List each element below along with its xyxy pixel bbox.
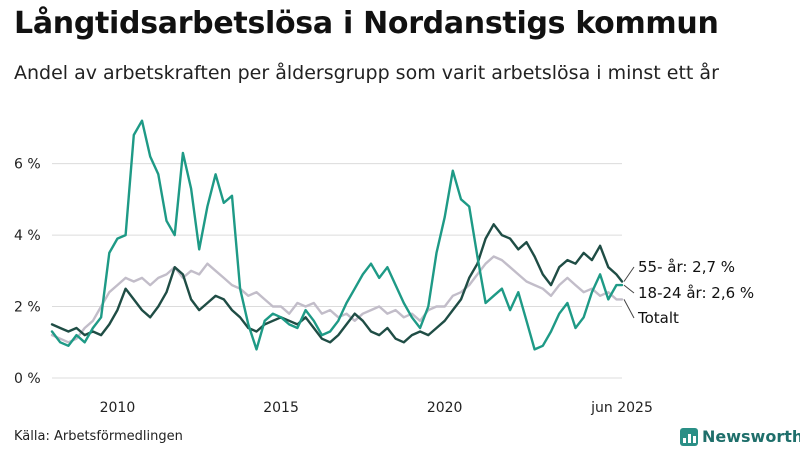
line-chart: 0 % 2 % 4 % 6 % 2010 2015 2020 jun 2025 55- år: …: [14, 119, 754, 416]
series-end-label: Totalt: [637, 309, 679, 327]
source-note: Källa: Arbetsförmedlingen: [14, 429, 183, 444]
chart-subtitle: Andel av arbetskraften per åldersgrupp s…: [14, 62, 719, 84]
x-tick-label: 2020: [427, 400, 463, 416]
label-leader-line: [623, 299, 635, 319]
brand-logo[interactable]: Newsworthy: [680, 427, 800, 446]
y-tick-label: 0 %: [14, 371, 41, 387]
series-end-label: 18-24 år: 2,6 %: [638, 284, 754, 302]
series-end-label: 55- år: 2,7 %: [638, 258, 735, 276]
label-leader-line: [623, 266, 635, 282]
y-tick-label: 4 %: [14, 228, 41, 244]
series-line: [50, 119, 624, 351]
x-tick-label: 2015: [263, 400, 299, 416]
x-tick-label: 2010: [100, 400, 136, 416]
brand-name: Newsworthy: [702, 427, 800, 446]
series-line: [50, 255, 624, 344]
y-tick-label: 2 %: [14, 300, 41, 316]
newsworthy-icon: [680, 427, 698, 446]
label-leader-line: [623, 284, 635, 294]
y-tick-label: 6 %: [14, 157, 41, 173]
series-line: [50, 223, 624, 344]
chart-title: Långtidsarbetslösa i Nordanstigs kommun: [14, 6, 719, 41]
x-tick-label: jun 2025: [590, 400, 653, 416]
